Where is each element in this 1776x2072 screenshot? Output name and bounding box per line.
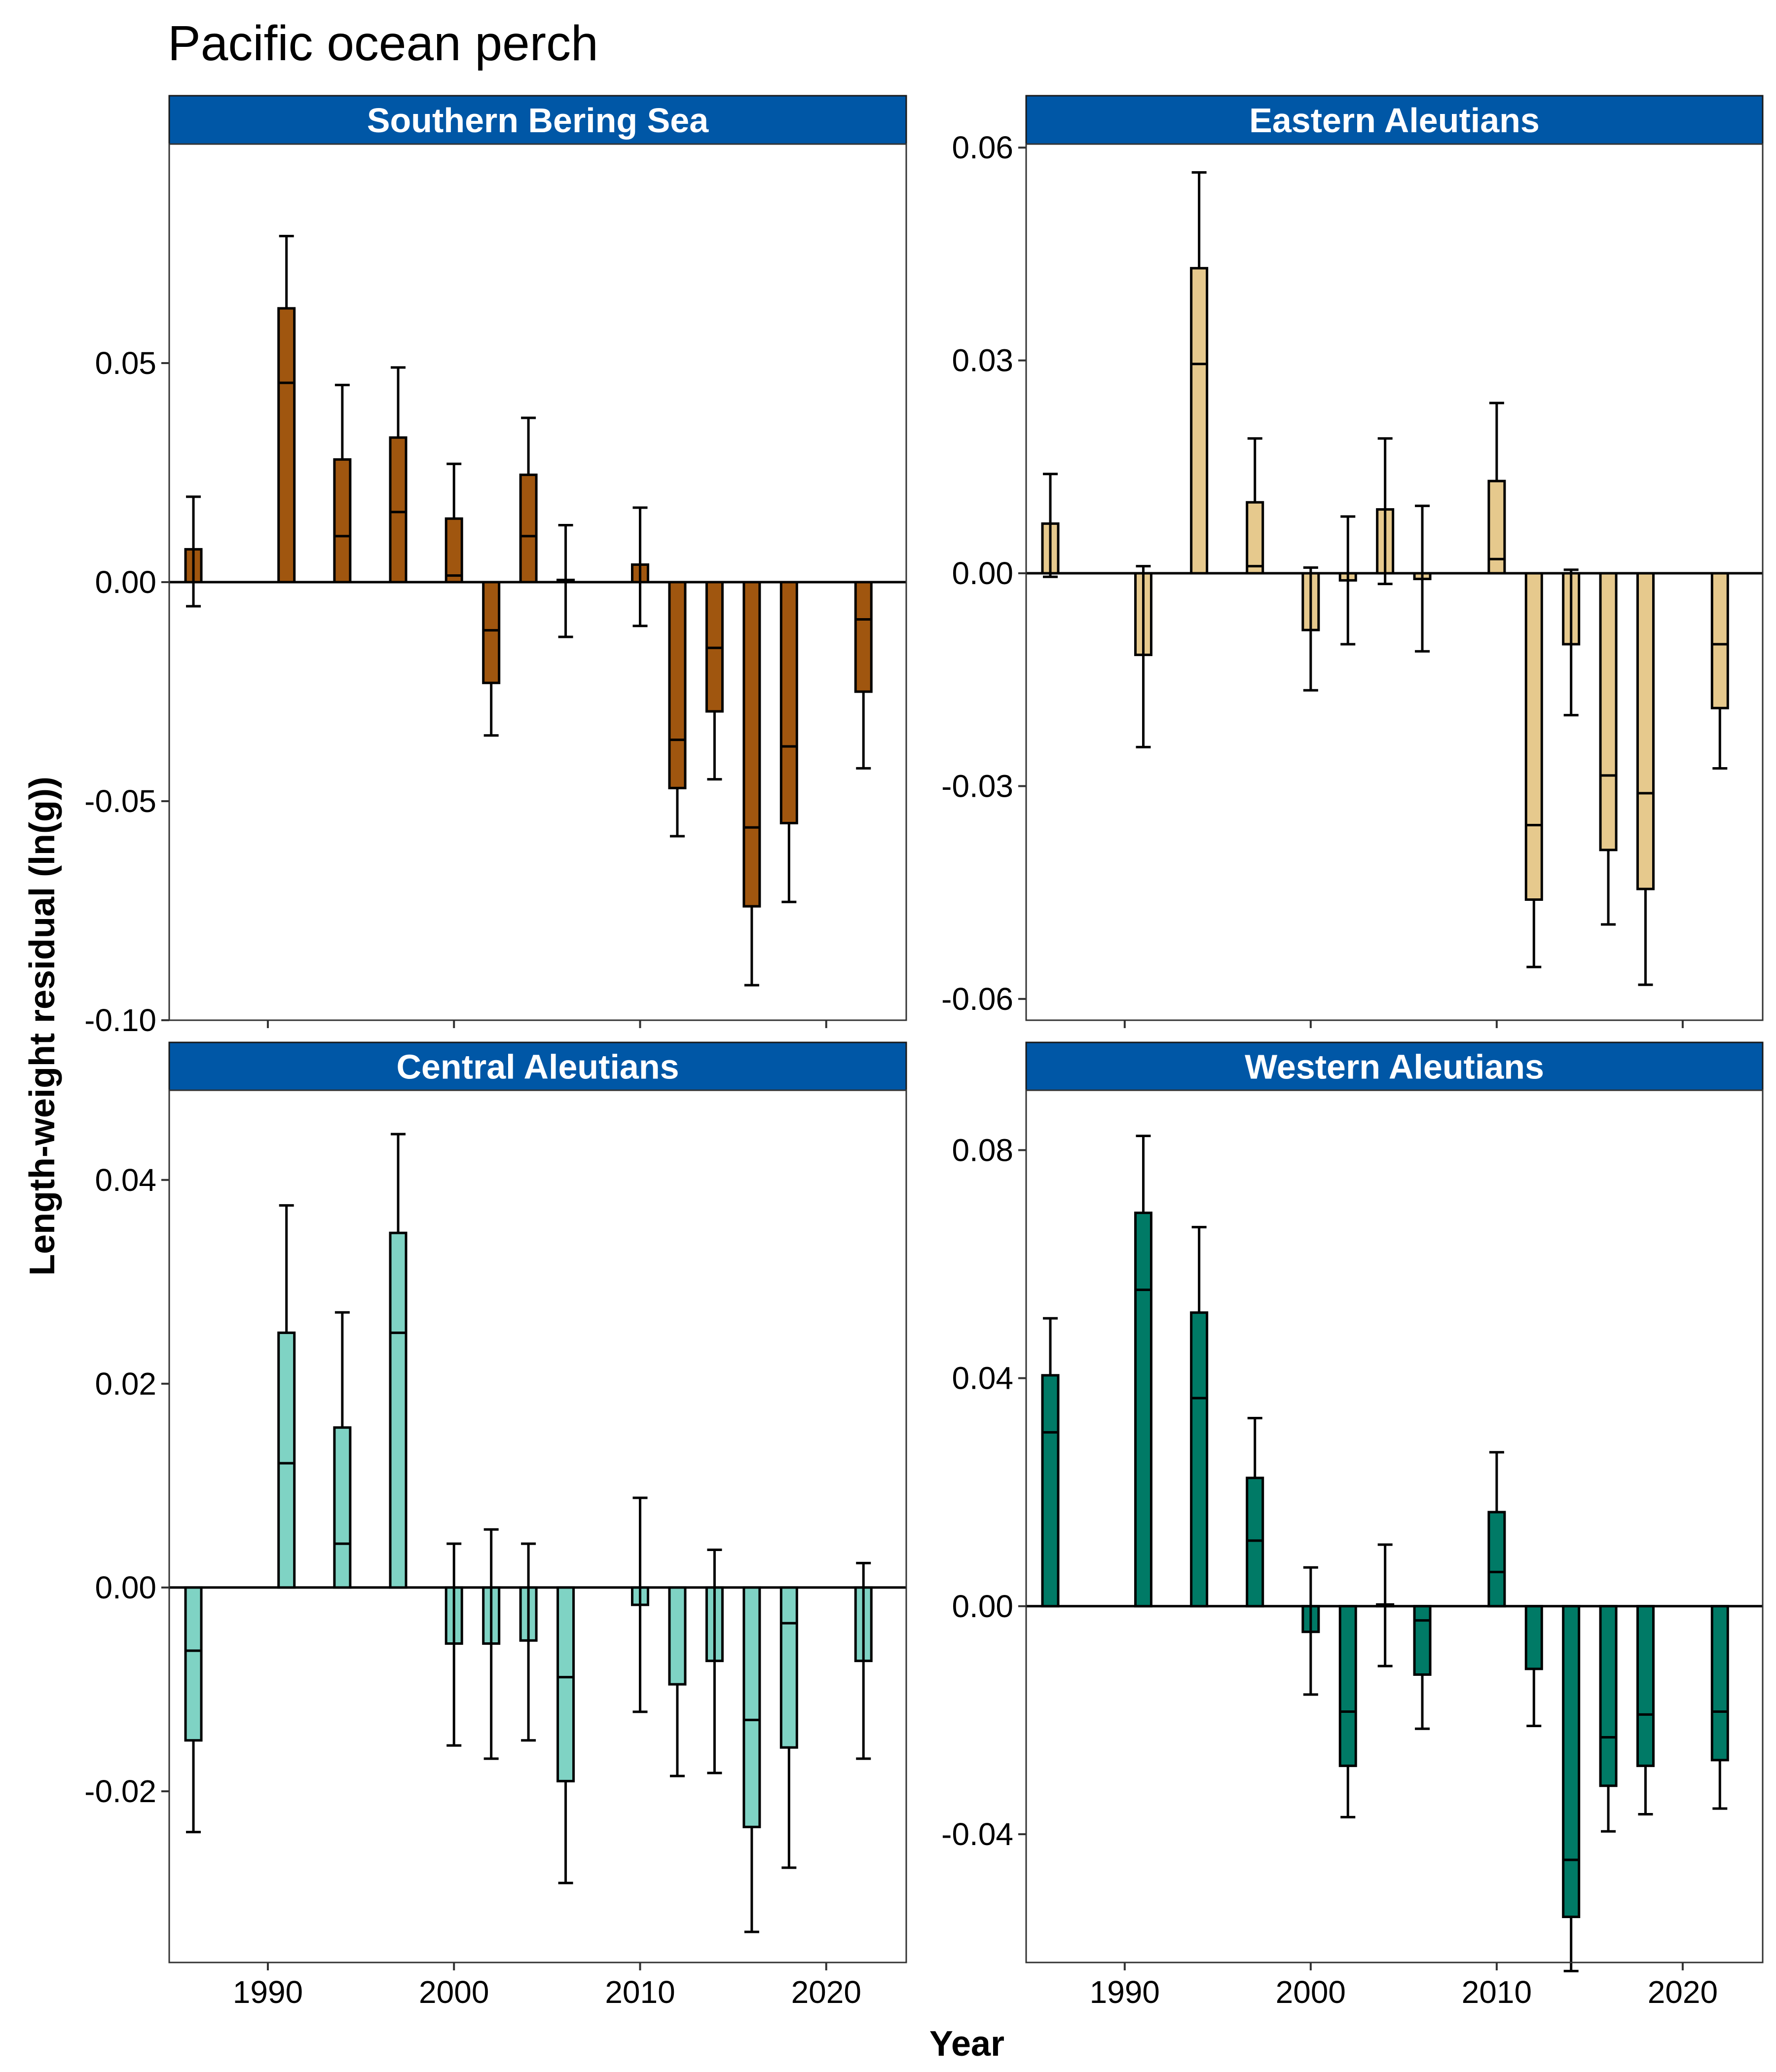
bar (333, 1426, 352, 1589)
y-tick-label: 0.02 (95, 1366, 156, 1402)
y-tick-label: -0.03 (941, 768, 1013, 804)
x-tick-label: 1990 (1090, 1974, 1160, 2010)
bar (1636, 1605, 1655, 1767)
bar (779, 581, 798, 824)
bar (1599, 572, 1618, 851)
y-tick-label: -0.04 (941, 1816, 1013, 1852)
bar (1599, 1605, 1618, 1787)
y-axis-title: Length-weight residual (ln(g)) (23, 777, 62, 1276)
bar (556, 1586, 575, 1782)
strip-title: Central Aleutians (396, 1048, 679, 1086)
bar (1562, 1605, 1581, 1919)
x-tick-label: 2020 (791, 1974, 861, 2010)
y-tick-label: 0.05 (95, 345, 156, 381)
strip-header (1025, 1041, 1764, 1091)
x-tick-label: 1990 (233, 1974, 303, 2010)
y-tick-label: 0.04 (952, 1361, 1013, 1396)
bar (1246, 501, 1264, 575)
bar (482, 581, 501, 684)
x-tick-label: 2010 (605, 1974, 675, 2010)
y-tick-label: 0.00 (952, 555, 1013, 591)
bar (444, 517, 463, 584)
panel-central-aleutians: Central Aleutians 0.04 0.02 0.00 -0.02 1990 20… (84, 1041, 907, 2010)
bar (1487, 1511, 1506, 1608)
panel-border (1025, 143, 1764, 1021)
y-tick-label: 0.00 (95, 564, 156, 600)
bar (668, 1586, 687, 1686)
bar (1413, 1605, 1432, 1676)
x-tick-label: 2010 (1462, 1974, 1532, 2010)
x-axis-title: Year (929, 2024, 1004, 2064)
bar (333, 458, 352, 584)
bar (1041, 1374, 1060, 1608)
bar (1524, 1605, 1543, 1670)
panel-southern-bering-sea: Southern Bering Sea 0.05 0.00 -0.05 -0.10 (84, 95, 907, 1038)
panel-border (1025, 1089, 1764, 1963)
bar (1710, 1605, 1729, 1762)
y-tick-label: 0.00 (952, 1589, 1013, 1624)
bar (277, 307, 296, 584)
panel-eastern-aleutians: Eastern Aleutians 0.06 0.03 0.00 -0.03 -0.06 (941, 95, 1764, 1028)
y-tick-label: 0.06 (952, 130, 1013, 165)
y-tick-label: 0.04 (95, 1162, 156, 1198)
bar (1190, 267, 1209, 575)
bar (184, 1586, 203, 1742)
bar (1636, 572, 1655, 890)
bar (1338, 1605, 1357, 1767)
bar (1246, 1477, 1264, 1608)
strip-header (168, 95, 907, 145)
y-tick-label: 0.00 (95, 1570, 156, 1605)
bar (668, 581, 687, 789)
bar (519, 473, 538, 584)
bar (1134, 1211, 1153, 1608)
bar (277, 1332, 296, 1589)
bar (779, 1586, 798, 1749)
strip-title: Eastern Aleutians (1249, 101, 1540, 140)
bar (1190, 1311, 1209, 1608)
y-tick-label: -0.10 (84, 1002, 156, 1038)
panel-western-aleutians: Western Aleutians 0.08 0.04 0.00 -0.04 1990 20… (941, 1041, 1764, 2010)
chart-title: Pacific ocean perch (168, 16, 598, 71)
strip-header (168, 1041, 907, 1091)
y-tick-label: -0.02 (84, 1774, 156, 1809)
y-tick-label: -0.05 (84, 783, 156, 819)
bar (389, 436, 407, 584)
bar (742, 581, 761, 908)
bar (854, 581, 873, 693)
bar (742, 1586, 761, 1828)
y-tick-label: -0.06 (941, 981, 1013, 1017)
strip-header (1025, 95, 1764, 145)
strip-title: Southern Bering Sea (367, 101, 709, 140)
bar (1524, 572, 1543, 901)
x-tick-label: 2000 (1276, 1974, 1346, 2010)
strip-title: Western Aleutians (1245, 1048, 1544, 1086)
bar (389, 1231, 407, 1589)
x-tick-label: 2000 (419, 1974, 489, 2010)
bar (1710, 572, 1729, 709)
x-tick-label: 2020 (1648, 1974, 1718, 2010)
y-tick-label: 0.03 (952, 343, 1013, 378)
y-tick-label: 0.08 (952, 1132, 1013, 1168)
panel-border (168, 1089, 907, 1963)
facet-panels: Southern Bering Sea 0.05 0.00 -0.05 -0.10 Eas… (84, 95, 1764, 2010)
